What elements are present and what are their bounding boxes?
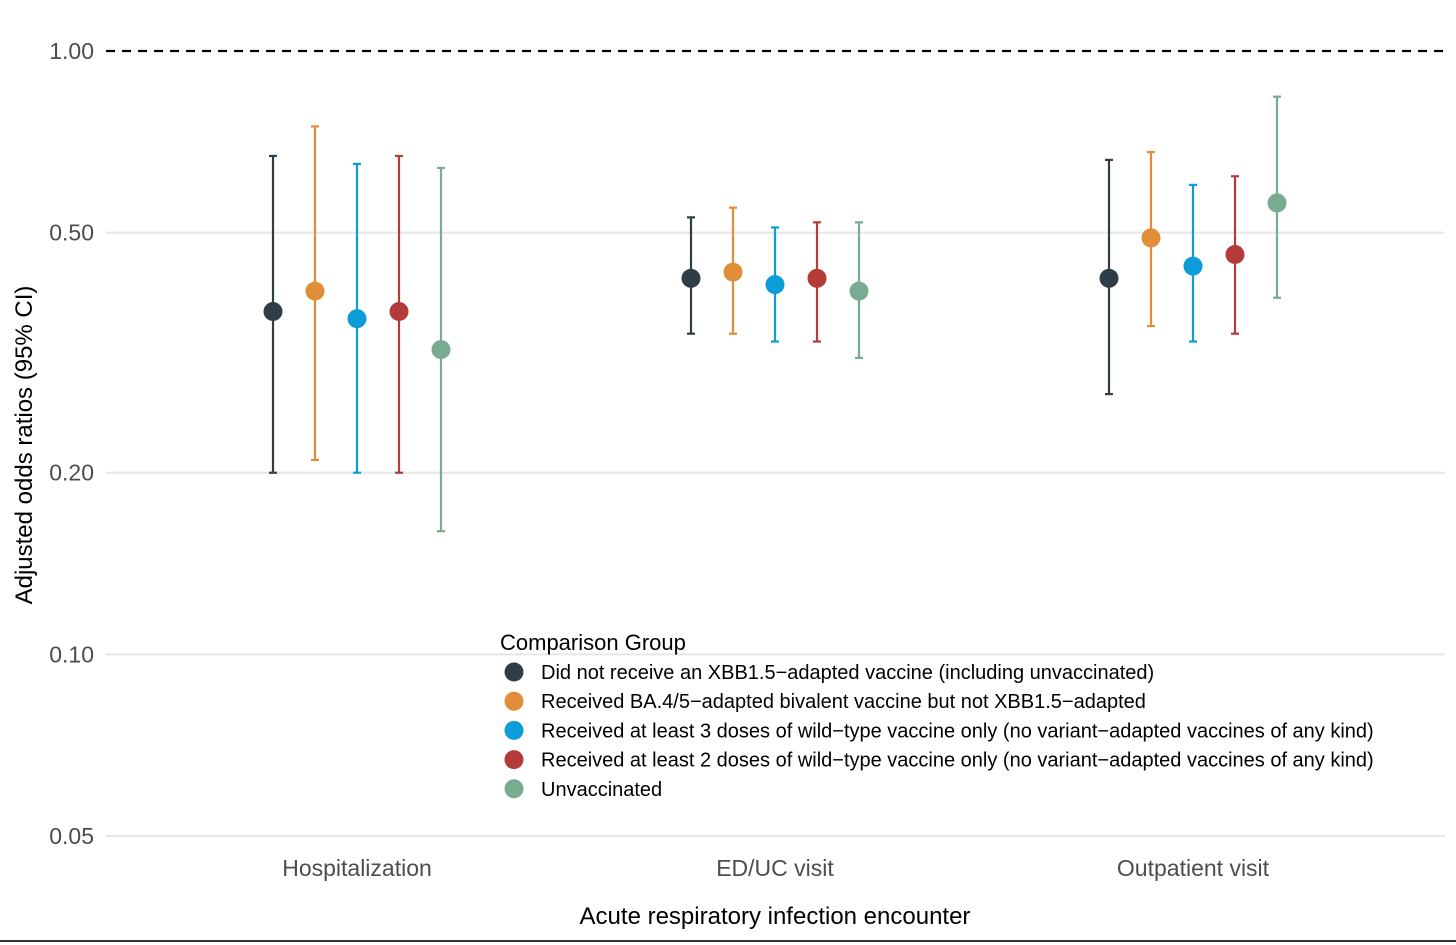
point-estimate [1183, 256, 1203, 276]
point-estimate [1225, 244, 1245, 264]
legend-item: Did not receive an XBB1.5−adapted vaccin… [504, 662, 1154, 684]
data-marks [263, 95, 1287, 533]
legend-item: Received BA.4/5−adapted bivalent vaccine… [504, 691, 1146, 713]
point-estimate [765, 275, 785, 295]
x-tick-label: ED/UC visit [716, 855, 834, 881]
y-tick-label: 0.10 [49, 641, 94, 667]
legend-label: Received BA.4/5−adapted bivalent vaccine… [541, 691, 1146, 713]
series-group [431, 95, 1287, 533]
legend-label: Received at least 3 doses of wild−type v… [541, 720, 1374, 742]
legend-title: Comparison Group [500, 630, 686, 655]
legend-key-dot [504, 779, 524, 799]
legend-key-dot [504, 750, 524, 770]
point-estimate [1099, 268, 1119, 288]
series-group [347, 162, 1203, 474]
point-estimate [305, 281, 325, 301]
legend-key-dot [504, 720, 524, 740]
point-estimate [263, 302, 283, 322]
y-axis-title: Adjusted odds ratios (95% CI) [11, 286, 38, 605]
point-estimate [849, 281, 869, 301]
bottom-border [0, 940, 1456, 942]
x-axis-title: Acute respiratory infection encounter [580, 903, 971, 930]
point-estimate [1267, 193, 1287, 213]
point-estimate [389, 302, 409, 322]
legend-label: Did not receive an XBB1.5−adapted vaccin… [541, 662, 1154, 684]
y-tick-label: 1.00 [49, 38, 94, 64]
legend-item: Unvaccinated [504, 779, 662, 801]
series-group [389, 154, 1245, 474]
x-tick-label: Outpatient visit [1117, 855, 1270, 881]
point-estimate [681, 268, 701, 288]
legend: Comparison Group Did not receive an XBB1… [500, 630, 1374, 801]
legend-item: Received at least 2 doses of wild−type v… [504, 750, 1374, 772]
gridlines [106, 49, 1445, 837]
legend-item: Received at least 3 doses of wild−type v… [504, 720, 1374, 742]
legend-label: Unvaccinated [541, 779, 662, 801]
legend-key-dot [504, 691, 524, 711]
point-estimate [807, 268, 827, 288]
series-group [305, 125, 1161, 462]
point-estimate [347, 309, 367, 329]
legend-items: Did not receive an XBB1.5−adapted vaccin… [504, 662, 1374, 801]
point-estimate [431, 340, 451, 360]
y-tick-label: 0.50 [49, 220, 94, 246]
point-estimate [723, 262, 743, 282]
series-group [263, 154, 1119, 474]
x-tick-label: Hospitalization [282, 855, 432, 881]
y-axis-ticks: 0.05 0.10 0.20 0.50 1.00 [49, 38, 94, 849]
point-estimate [1141, 228, 1161, 248]
legend-label: Received at least 2 doses of wild−type v… [541, 750, 1374, 772]
y-tick-label: 0.05 [49, 823, 94, 849]
legend-key-dot [504, 662, 524, 682]
y-tick-label: 0.20 [49, 460, 94, 486]
x-axis-ticks: Hospitalization ED/UC visit Outpatient vis… [282, 855, 1269, 881]
